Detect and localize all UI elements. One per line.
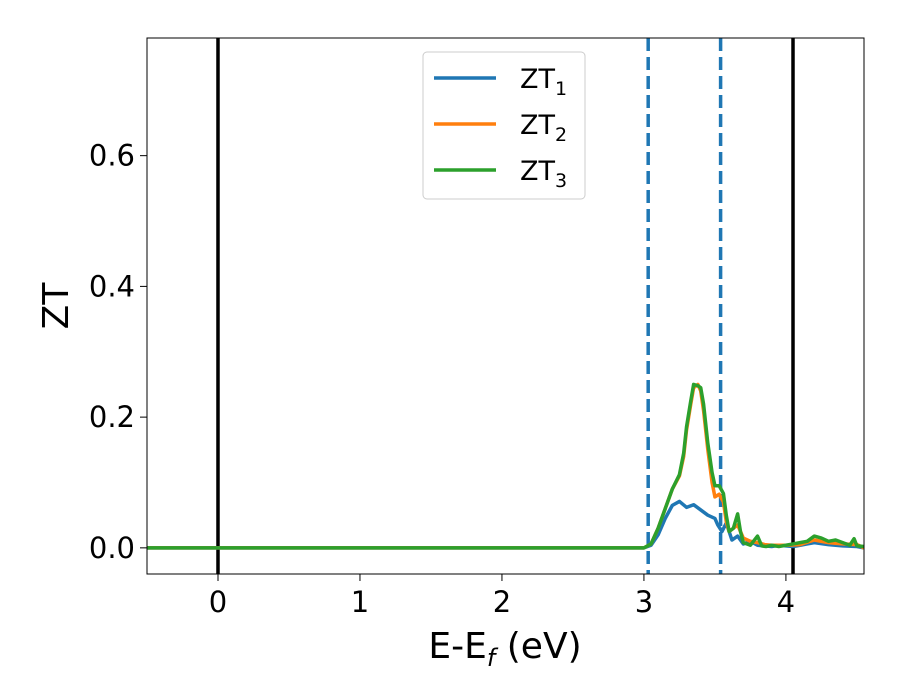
y-tick-label-1: 0.2 <box>89 400 135 434</box>
legend-label-3: ZT3 <box>520 156 567 192</box>
plot-frame <box>146 37 865 575</box>
x-tick-label-1: 1 <box>351 585 369 619</box>
legend-label-2: ZT2 <box>520 110 567 146</box>
y-axis-label: ZT <box>36 282 77 330</box>
legend-label-1: ZT1 <box>520 64 567 100</box>
x-tick-label-2: 2 <box>493 585 511 619</box>
x-tick-label-4: 4 <box>777 585 795 619</box>
legend: ZT1 ZT2 ZT3 <box>422 51 586 200</box>
x-axis-label: E-Ef (eV) <box>428 626 581 672</box>
x-axis-label-main: E-E <box>428 626 486 667</box>
legend-box <box>422 51 586 200</box>
y-tick-label-0: 0.0 <box>89 531 135 565</box>
x-tick-label-3: 3 <box>635 585 653 619</box>
y-tick-label-3: 0.6 <box>89 139 135 173</box>
y-tick-label-2: 0.4 <box>89 269 135 303</box>
series-line-3 <box>147 382 864 550</box>
x-tick-label-0: 0 <box>209 585 227 619</box>
x-axis-label-rest: (eV) <box>495 626 581 667</box>
